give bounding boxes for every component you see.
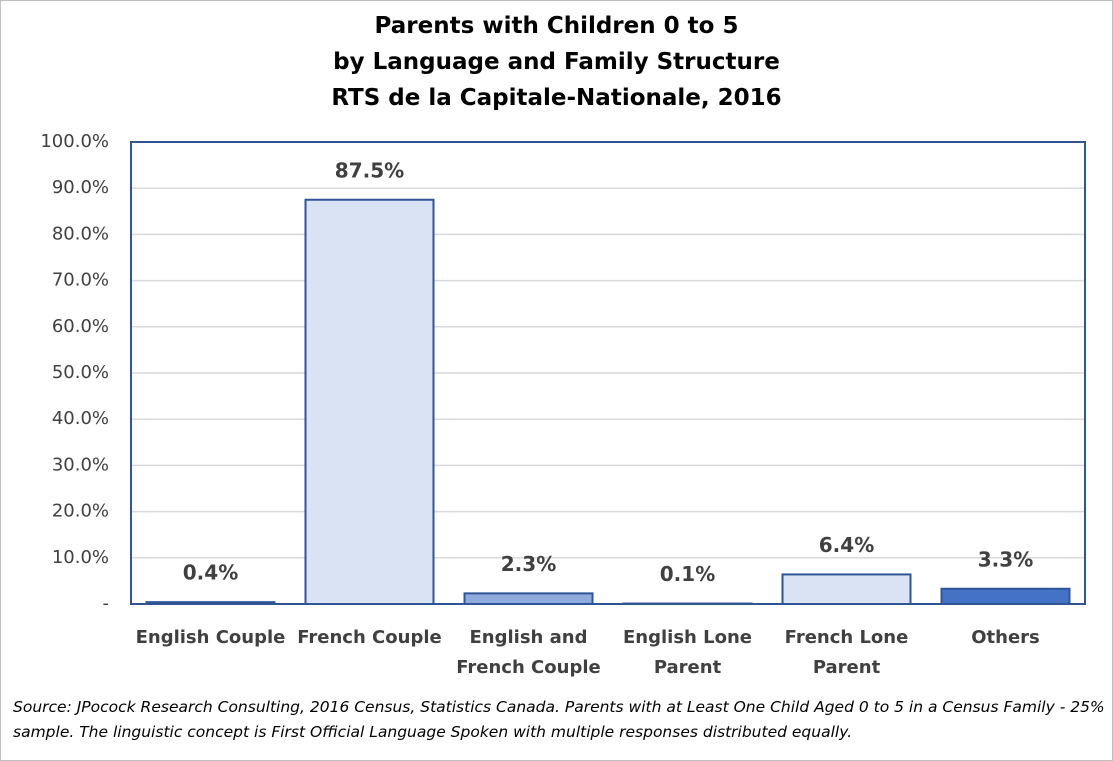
y-tick-label: 100.0%: [40, 131, 109, 152]
y-tick-label: 40.0%: [52, 408, 109, 429]
chart-title: by Language and Family Structure: [333, 49, 780, 75]
data-label: 0.4%: [183, 561, 238, 585]
chart-title: Parents with Children 0 to 5: [374, 13, 739, 39]
y-tick-label: 80.0%: [52, 223, 109, 244]
chart-title: RTS de la Capitale-Nationale, 2016: [331, 85, 782, 111]
bar: [145, 601, 276, 605]
y-tick-label: 70.0%: [52, 270, 109, 291]
y-tick-label: 20.0%: [52, 501, 109, 522]
y-tick-label: 60.0%: [52, 316, 109, 337]
bar: [940, 587, 1071, 606]
y-tick-label: 30.0%: [52, 454, 109, 475]
data-label: 87.5%: [335, 158, 404, 182]
data-label: 0.1%: [660, 562, 715, 586]
y-tick-label: -: [103, 593, 110, 614]
y-tick-label: 10.0%: [52, 547, 109, 568]
x-tick-label: English Couple: [135, 627, 286, 648]
data-label: 6.4%: [819, 533, 874, 557]
x-tick-label: French Couple: [297, 627, 442, 648]
bar: [304, 198, 435, 605]
data-label: 3.3%: [978, 547, 1033, 571]
y-tick-label: 50.0%: [52, 362, 109, 383]
x-tick-label: English Lone Parent: [623, 627, 752, 678]
y-tick-label: 90.0%: [52, 177, 109, 198]
bar: [463, 592, 594, 606]
x-tick-label: Others: [971, 627, 1040, 648]
plot-border: [130, 141, 1086, 605]
data-label: 2.3%: [501, 552, 556, 576]
bar: [781, 573, 912, 606]
x-tick-label: French Lone Parent: [784, 627, 909, 678]
source-note: Source: JPocock Research Consulting, 201…: [13, 698, 1105, 741]
x-tick-label: English and French Couple: [456, 627, 601, 678]
